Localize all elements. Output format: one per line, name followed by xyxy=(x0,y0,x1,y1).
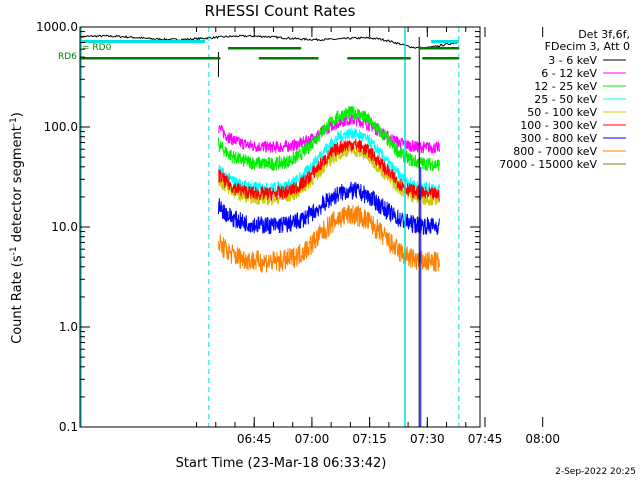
series-line xyxy=(218,181,440,236)
rd6-flag-bar xyxy=(347,57,411,60)
y-tick-label: 1.0 xyxy=(59,320,78,334)
y-tick-label: 0.1 xyxy=(59,420,78,434)
legend-label: 3 - 6 keV xyxy=(548,54,597,67)
y-tick-label: 10.0 xyxy=(51,220,78,234)
date-stamp: 2-Sep-2022 20:25 xyxy=(555,467,636,477)
series-line xyxy=(218,138,440,202)
legend-label: 7000 - 15000 keV xyxy=(499,158,597,171)
chart-title: RHESSI Count Rates xyxy=(205,2,356,20)
legend-label: 6 - 12 keV xyxy=(541,67,597,80)
rd6-flag-bar xyxy=(258,57,319,60)
legend-label: 800 - 7000 keV xyxy=(513,145,597,158)
legend-header-line-2: FDecim 3, Att 0 xyxy=(545,40,630,53)
x-tick-label: 08:00 xyxy=(525,432,560,446)
x-tick-label: 07:45 xyxy=(468,432,503,446)
x-tick-label: 07:30 xyxy=(410,432,445,446)
legend-label: 12 - 25 keV xyxy=(534,80,597,93)
legend-label: 300 - 800 keV xyxy=(520,132,597,145)
y-axis-label: Count Rate (s-1 detector segment-1) xyxy=(9,112,25,344)
rd6-flag-bar xyxy=(422,57,459,60)
rd-flag-bar xyxy=(228,47,302,50)
series-line xyxy=(79,34,458,50)
series-line xyxy=(218,204,440,274)
x-tick-label: 06:45 xyxy=(237,432,272,446)
rd6-flag-label: RD6 xyxy=(58,52,77,62)
rd-flag-bar xyxy=(418,47,459,50)
rd0-flag-label: = RD0 xyxy=(82,43,112,53)
axis-layer: 0.1 1.0 10.0 100.0 1000.0 06:45 07:00 07:15 07:3… xyxy=(36,20,560,446)
series-layer xyxy=(79,34,458,274)
legend-label: 25 - 50 keV xyxy=(534,93,597,106)
y-tick-label: 100.0 xyxy=(44,120,78,134)
overlay-layer xyxy=(80,27,460,427)
y-tick-label: 1000.0 xyxy=(36,20,78,34)
x-tick-label: 07:00 xyxy=(295,432,330,446)
legend-header-line-1: Det 3f,6f, xyxy=(578,28,630,41)
legend-label: 100 - 300 keV xyxy=(520,119,597,132)
legend-label: 50 - 100 keV xyxy=(527,106,597,119)
series-line xyxy=(218,127,440,196)
series-line xyxy=(218,105,440,172)
rd0-flag-bar xyxy=(80,40,205,43)
x-axis-label: Start Time (23-Mar-18 06:33:42) xyxy=(176,456,387,471)
rd0-flag-bar xyxy=(431,40,459,43)
rd6-flag-bar xyxy=(80,57,221,60)
x-tick-label: 07:15 xyxy=(352,432,387,446)
